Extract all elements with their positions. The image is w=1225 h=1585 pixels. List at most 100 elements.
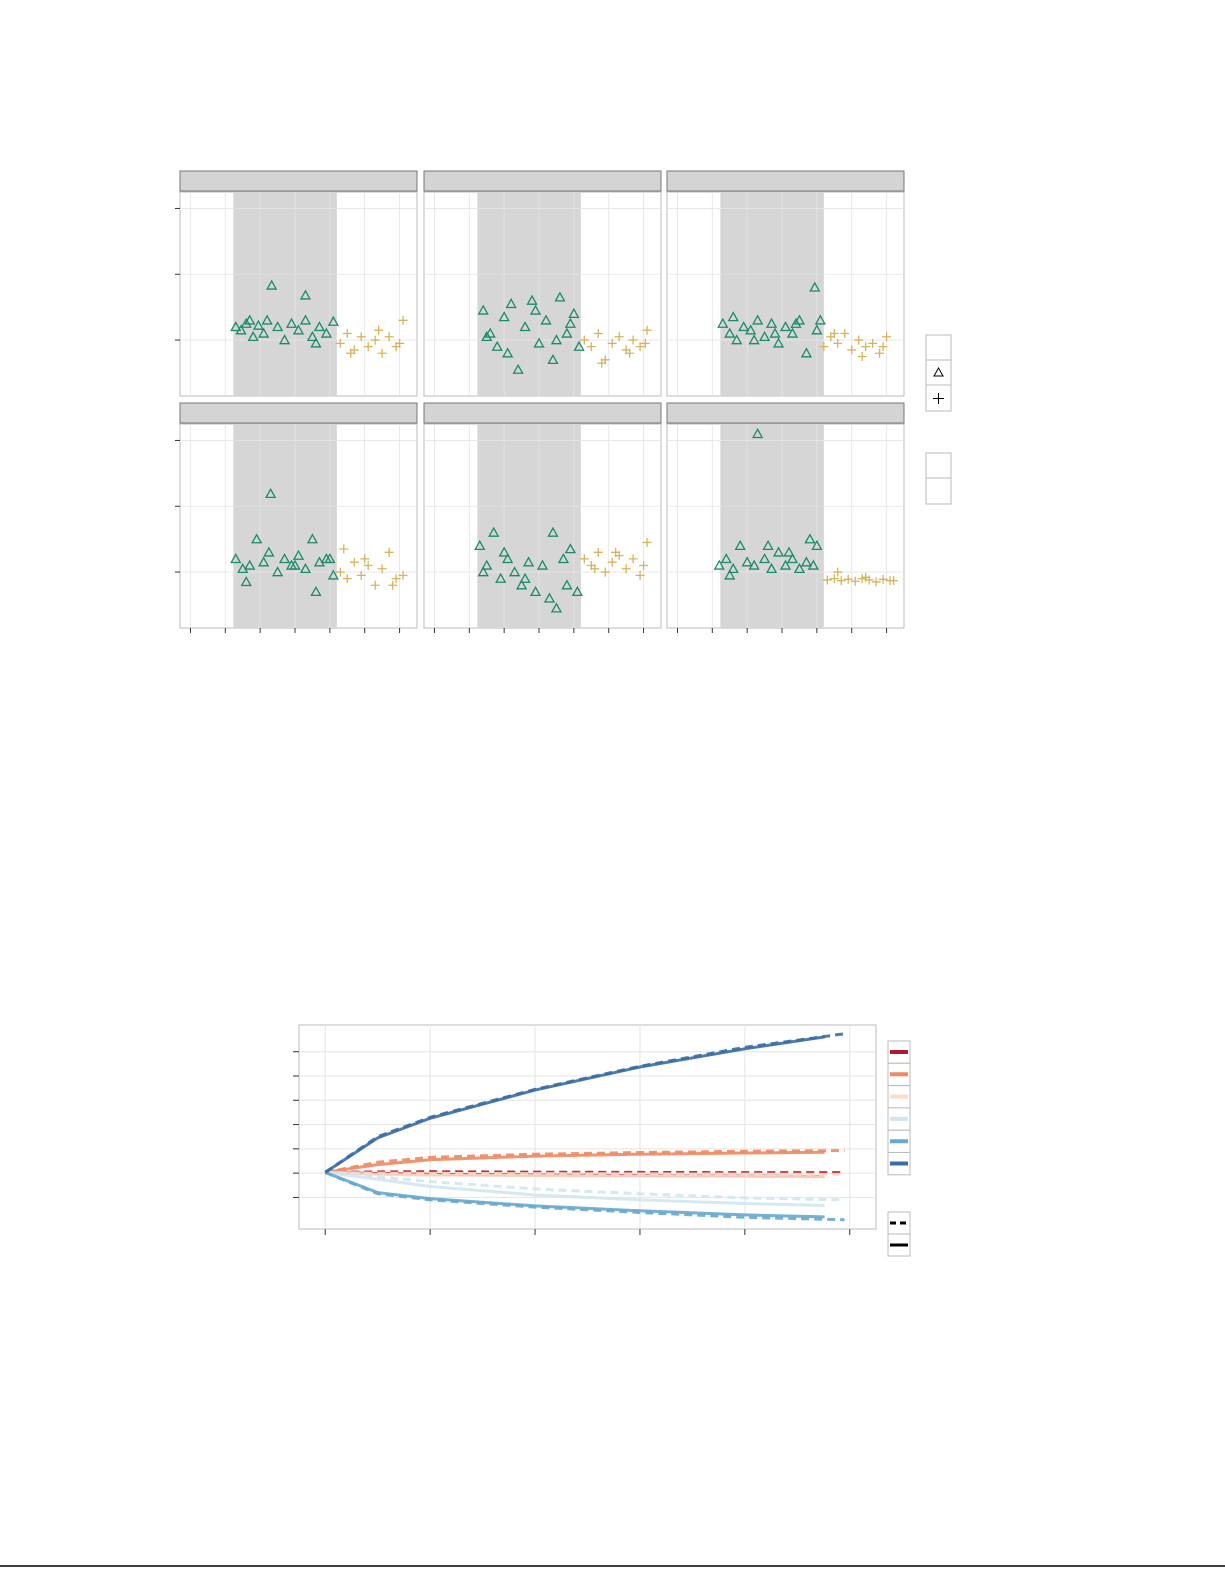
point	[335, 567, 345, 577]
point	[847, 345, 857, 355]
point	[398, 570, 408, 580]
point	[793, 562, 806, 574]
point	[814, 314, 826, 325]
point	[854, 335, 864, 345]
point	[554, 291, 566, 302]
point	[597, 358, 607, 368]
shaded-period	[477, 192, 581, 396]
point	[833, 567, 843, 577]
point	[811, 324, 823, 335]
point	[491, 340, 503, 351]
point	[868, 338, 878, 348]
point	[388, 580, 398, 590]
point	[512, 363, 524, 374]
point	[628, 335, 638, 345]
point	[363, 560, 373, 570]
strip	[179, 170, 418, 192]
point	[306, 533, 319, 544]
point	[790, 317, 802, 328]
point	[261, 314, 273, 325]
point	[509, 566, 521, 577]
point	[635, 570, 645, 580]
point	[758, 553, 771, 564]
point	[843, 574, 853, 584]
point	[360, 554, 370, 564]
point	[526, 294, 538, 305]
shaded-period	[233, 424, 337, 628]
point	[278, 334, 291, 345]
point	[547, 353, 559, 365]
point	[481, 559, 493, 570]
point	[543, 592, 556, 603]
line	[324, 1032, 845, 1174]
point	[515, 579, 528, 590]
point	[724, 327, 736, 338]
point	[586, 342, 596, 352]
point	[533, 337, 545, 348]
point	[717, 317, 729, 328]
point	[240, 317, 252, 328]
point	[240, 576, 252, 587]
point	[571, 585, 583, 597]
point	[772, 546, 785, 557]
point	[840, 328, 850, 338]
point	[607, 338, 617, 348]
point	[765, 317, 778, 328]
point	[836, 576, 846, 586]
legend-triangle	[933, 366, 944, 377]
point	[230, 553, 242, 564]
point	[398, 315, 408, 325]
point	[292, 324, 305, 335]
point	[713, 559, 725, 570]
point	[561, 327, 573, 338]
legend-plus	[933, 393, 944, 404]
point	[850, 576, 860, 586]
point	[889, 576, 899, 586]
point	[327, 569, 339, 580]
line	[325, 1170, 825, 1207]
point	[579, 554, 589, 564]
point	[339, 544, 349, 554]
shaded-period	[720, 192, 824, 396]
point	[266, 279, 278, 290]
point	[561, 579, 573, 590]
point	[374, 325, 384, 335]
point	[529, 304, 542, 315]
point	[568, 307, 580, 318]
point	[564, 317, 576, 328]
point	[502, 553, 514, 564]
point	[285, 317, 298, 328]
point	[370, 580, 380, 590]
point	[363, 342, 373, 352]
point	[550, 334, 563, 345]
point	[370, 335, 380, 345]
point	[829, 328, 839, 338]
point	[642, 537, 652, 547]
point	[600, 567, 610, 577]
shaded-period	[477, 424, 581, 628]
point	[800, 347, 813, 358]
point	[271, 321, 284, 332]
point	[590, 564, 600, 574]
point	[289, 559, 301, 570]
point	[244, 559, 256, 570]
point	[536, 559, 549, 570]
legend-key	[925, 452, 952, 479]
point	[769, 327, 781, 338]
point	[547, 526, 559, 537]
point	[481, 330, 493, 342]
point	[557, 553, 570, 564]
point	[263, 546, 275, 557]
point	[342, 328, 352, 338]
point	[349, 557, 359, 567]
point	[356, 570, 366, 580]
point	[752, 428, 764, 439]
point	[878, 342, 888, 352]
point	[819, 342, 829, 352]
point	[498, 311, 510, 322]
point	[299, 562, 312, 574]
point	[306, 330, 319, 342]
strip	[423, 402, 662, 424]
